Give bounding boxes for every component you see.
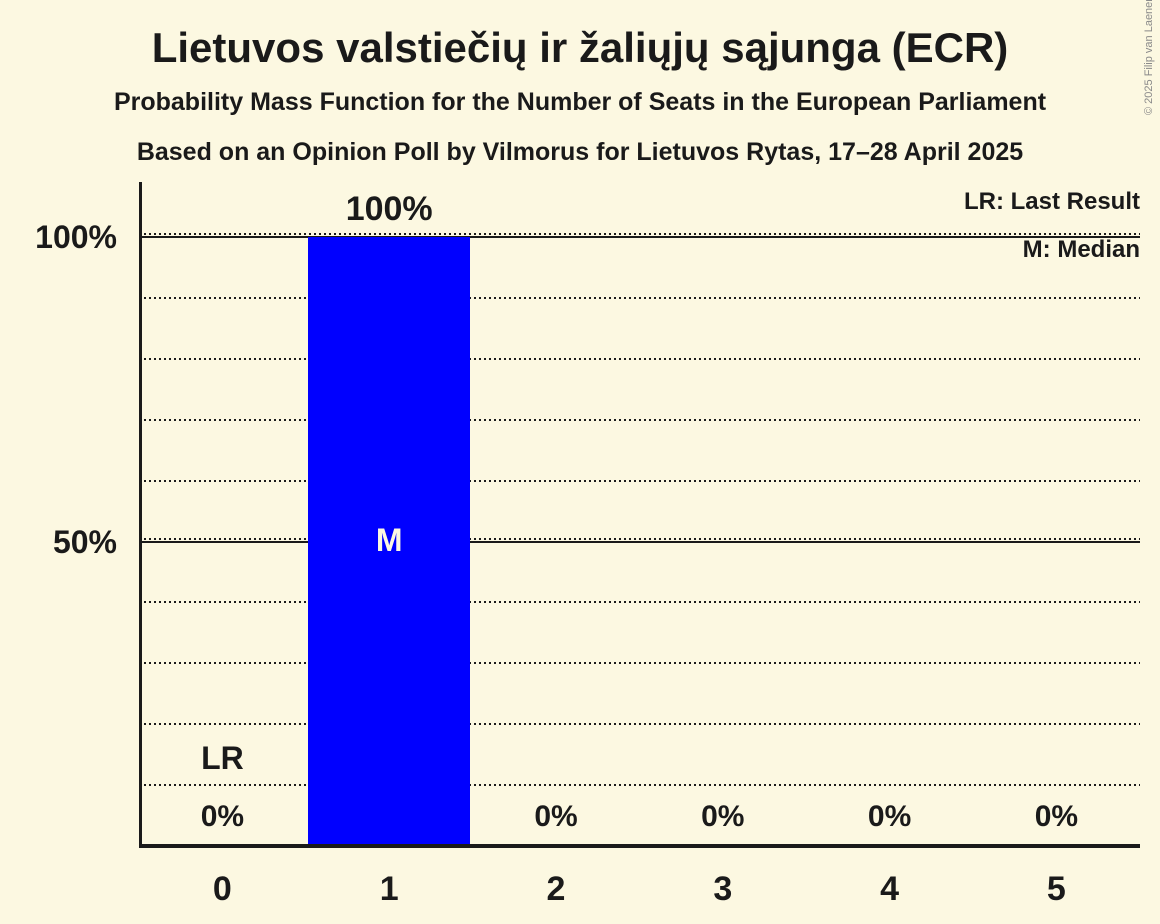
gridline-dotted <box>139 418 1140 421</box>
x-axis-tick-label: 2 <box>546 870 566 908</box>
x-axis-line <box>139 844 1140 848</box>
chart-subtitle: Probability Mass Function for the Number… <box>113 88 1047 116</box>
y-axis-tick-label: 100% <box>35 219 117 255</box>
x-axis-tick-label: 1 <box>379 870 399 908</box>
gridline-solid <box>139 236 1140 238</box>
bar <box>308 237 471 846</box>
bar-value-label: 0% <box>701 800 745 833</box>
y-axis-line <box>139 182 142 848</box>
gridline-dotted <box>139 601 1140 604</box>
gridline-dotted <box>139 784 1140 787</box>
x-axis-tick-label: 3 <box>713 870 733 908</box>
gridline-solid <box>139 540 1140 543</box>
gridline-dotted <box>139 662 1140 665</box>
chart-title: Lietuvos valstiečių ir žaliųjų sąjunga (… <box>151 24 1009 71</box>
bar-value-label: 0% <box>200 800 245 833</box>
gridline-dotted <box>139 233 1140 235</box>
median-marker: M <box>375 521 403 558</box>
gridline-dotted <box>139 537 1140 540</box>
legend-last-result: LR: Last Result <box>963 188 1140 215</box>
bar-value-label: 0% <box>1034 800 1079 833</box>
legend-median: M: Median <box>1022 236 1140 263</box>
bar-value-label: 0% <box>534 800 578 833</box>
bar-value-label: 100% <box>345 190 433 228</box>
bar-value-label: 0% <box>867 800 912 833</box>
x-axis-tick-label: 0 <box>212 870 232 908</box>
gridline-dotted <box>139 357 1140 360</box>
y-axis-tick-label: 50% <box>52 523 117 560</box>
gridline-dotted <box>139 296 1140 299</box>
gridline-dotted <box>139 723 1140 726</box>
x-axis-tick-label: 5 <box>1046 870 1066 908</box>
x-axis-tick-label: 4 <box>880 870 900 908</box>
chart-source-subtitle: Based on an Opinion Poll by Vilmorus for… <box>136 138 1024 166</box>
last-result-marker: LR <box>201 740 244 776</box>
gridline-dotted <box>139 479 1140 482</box>
